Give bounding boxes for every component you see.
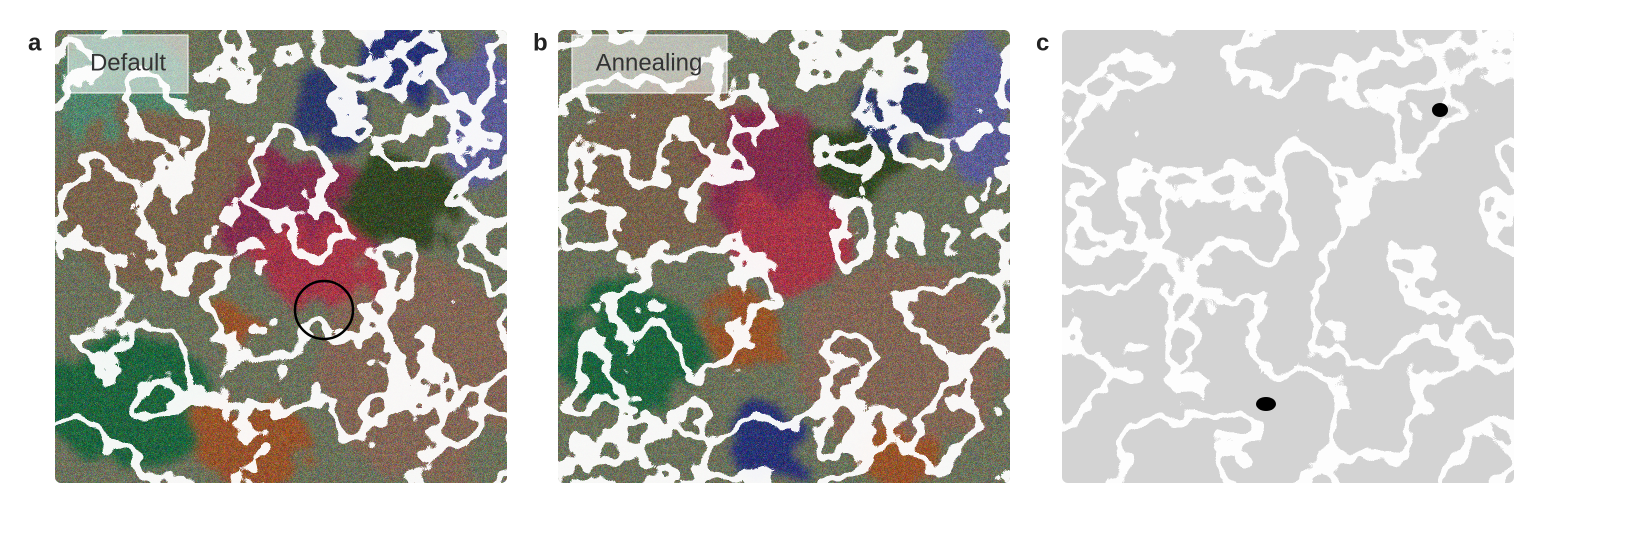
panel-letter: c [1036,29,1049,56]
label-box [67,34,189,94]
label-box [571,34,728,94]
panel-label: Default [90,49,166,76]
panel-c-annotations: c [1036,29,1049,56]
panel-c-embedding [1062,30,1514,483]
panel-b-embedding [558,30,1010,483]
panel-a-annotations: a Default [28,29,189,94]
panel-a-embedding [55,30,507,483]
panel-letter: a [28,29,42,56]
panel-letter: b [533,29,548,56]
panel-label: Annealing [596,49,703,76]
panel-b-annotations: b Annealing [533,29,728,94]
